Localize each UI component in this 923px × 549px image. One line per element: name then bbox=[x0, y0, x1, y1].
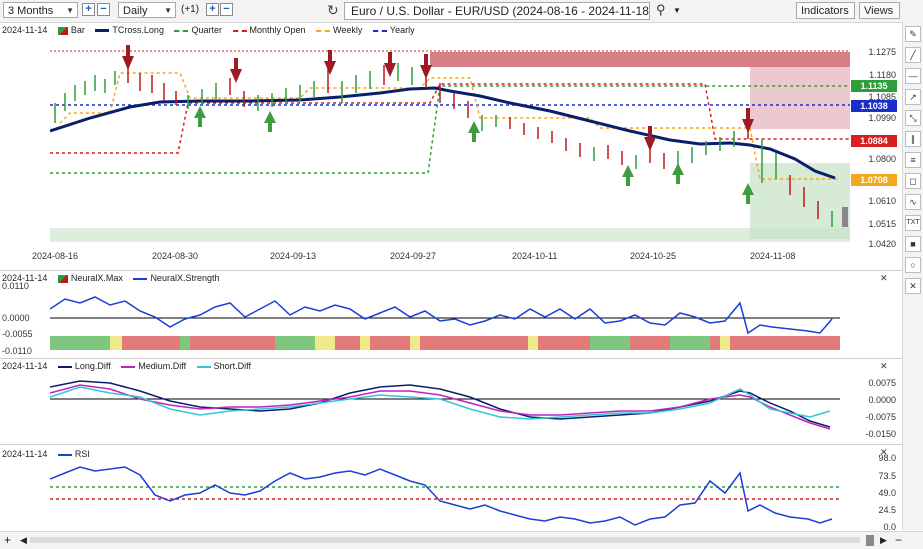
close-icon[interactable]: ✕ bbox=[880, 447, 888, 457]
legend-rsi: RSI bbox=[57, 449, 90, 459]
remove-panel-icon[interactable]: − bbox=[895, 533, 903, 547]
callout-icon[interactable]: ◻ bbox=[905, 173, 921, 189]
line-icon[interactable]: ╱ bbox=[905, 47, 921, 63]
neural-date: 2024-11-14 bbox=[2, 273, 48, 283]
pencil-icon[interactable]: ✎ bbox=[905, 26, 921, 42]
x-label: 2024-09-27 bbox=[390, 251, 437, 261]
close-icon[interactable]: ✕ bbox=[905, 278, 921, 294]
neural-legend: 2024-11-14 NeuralX.Max NeuralX.Strength bbox=[2, 273, 227, 287]
scroll-track[interactable] bbox=[30, 537, 860, 543]
refresh-icon[interactable]: ↻ bbox=[327, 2, 339, 18]
views-button[interactable]: Views ▼ bbox=[859, 2, 900, 32]
interval-select[interactable]: Daily ▼ bbox=[118, 2, 176, 18]
weekly-price-tag: 1.0708 bbox=[851, 174, 897, 186]
chevron-down-icon: ▼ bbox=[66, 6, 74, 15]
quarter-price-tag: 1.1135 bbox=[851, 80, 897, 92]
scroll-thumb[interactable] bbox=[866, 535, 874, 546]
max-swatch-icon bbox=[57, 274, 68, 283]
legend-weekly: Weekly bbox=[316, 25, 362, 35]
legend-medium-diff: Medium.Diff bbox=[121, 361, 186, 371]
price-panel[interactable]: 2024-11-14 Bar TCross.Long Quarter Month… bbox=[0, 23, 902, 269]
step-plus-button[interactable]: + bbox=[206, 3, 219, 16]
step-label: (+1) bbox=[181, 4, 200, 15]
monthly-price-tag: 1.0884 bbox=[851, 135, 897, 147]
chevron-down-icon: ▼ bbox=[164, 6, 172, 15]
neural-chart[interactable] bbox=[50, 281, 850, 355]
add-panel-icon[interactable]: + bbox=[4, 533, 12, 547]
rect-icon[interactable]: ■ bbox=[905, 236, 921, 252]
circle-icon[interactable]: ○ bbox=[905, 257, 921, 273]
legend-bar: Bar bbox=[57, 25, 85, 35]
arrow-icon[interactable]: ↗ bbox=[905, 89, 921, 105]
diff-axis: 0.0075 0.0000 -0.0075 -0.0150 bbox=[865, 378, 896, 439]
legend-neural-max: NeuralX.Max bbox=[57, 273, 123, 283]
neural-panel[interactable]: 2024-11-14 NeuralX.Max NeuralX.Strength … bbox=[0, 270, 902, 357]
legend-neural-strength: NeuralX.Strength bbox=[133, 273, 219, 283]
step-minus-button[interactable]: − bbox=[220, 3, 233, 16]
indicators-label: Indicators bbox=[801, 5, 849, 17]
close-icon[interactable]: ✕ bbox=[880, 361, 888, 371]
interval-value: Daily bbox=[123, 5, 148, 17]
range-value: 3 Months bbox=[8, 5, 54, 17]
rsi-panel[interactable]: 2024-11-14 RSI ✕ 98.0 73.5 49.0 24.5 0.0 bbox=[0, 444, 902, 532]
legend-quarter: Quarter bbox=[174, 25, 222, 35]
x-label: 2024-10-25 bbox=[630, 251, 677, 261]
drawing-toolbar: ✎ ╱ — ↗ ⤡ ∥ ≡ ◻ ∿ TXT ■ ○ ✕ bbox=[902, 22, 923, 530]
curve-icon[interactable]: ∿ bbox=[905, 194, 921, 210]
range-select[interactable]: 3 Months ▼ bbox=[3, 2, 78, 18]
zoom-in-button[interactable]: + bbox=[82, 3, 95, 16]
zoom-out-button[interactable]: − bbox=[97, 3, 110, 16]
views-label: Views bbox=[864, 5, 894, 17]
indicators-button[interactable]: Indicators ▼ bbox=[796, 2, 855, 32]
x-label: 2024-08-16 bbox=[32, 251, 79, 261]
legend-monthly-open: Monthly Open bbox=[232, 25, 306, 35]
rsi-axis: 98.0 73.5 49.0 24.5 0.0 bbox=[878, 453, 896, 532]
price-chart[interactable] bbox=[50, 23, 850, 269]
legend-short-diff: Short.Diff bbox=[196, 361, 251, 371]
x-label: 2024-08-30 bbox=[152, 251, 199, 261]
scroll-left-icon[interactable]: ◀ bbox=[20, 535, 27, 545]
search-icon[interactable]: ⚲ bbox=[656, 2, 666, 17]
rsi-legend: 2024-11-14 RSI bbox=[2, 449, 98, 463]
x-label: 2024-09-13 bbox=[270, 251, 317, 261]
legend-long-diff: Long.Diff bbox=[57, 361, 111, 371]
channel-icon[interactable]: ∥ bbox=[905, 131, 921, 147]
legend-tcross: TCross.Long bbox=[95, 25, 164, 35]
x-label: 2024-10-11 bbox=[512, 251, 558, 261]
diff-chart[interactable] bbox=[50, 369, 850, 443]
legend-date: 2024-11-14 bbox=[2, 25, 48, 35]
price-legend: 2024-11-14 Bar TCross.Long Quarter Month… bbox=[2, 25, 423, 39]
yearly-price-tag: 1.1038 bbox=[851, 100, 897, 112]
symbol-title[interactable]: Euro / U.S. Dollar - EUR/USD (2024-08-16… bbox=[344, 2, 650, 20]
scroll-right-icon[interactable]: ▶ bbox=[880, 535, 887, 545]
diff-legend: 2024-11-14 Long.Diff Medium.Diff Short.D… bbox=[2, 361, 259, 375]
text-icon[interactable]: TXT bbox=[905, 215, 921, 231]
chevron-down-icon[interactable]: ▼ bbox=[673, 6, 681, 15]
top-toolbar: 3 Months ▼ + − Daily ▼ (+1) + − ↻ Euro / U… bbox=[0, 0, 923, 32]
x-label: 2024-11-08 bbox=[750, 251, 796, 261]
diff-panel[interactable]: 2024-11-14 Long.Diff Medium.Diff Short.D… bbox=[0, 358, 902, 443]
close-icon[interactable]: ✕ bbox=[880, 273, 888, 283]
bar-swatch-icon bbox=[57, 26, 68, 35]
legend-yearly: Yearly bbox=[372, 25, 415, 35]
price-axis: 1.1275 1.1180 1.1085 1.0990 1.0800 1.061… bbox=[868, 47, 896, 249]
scroll-bar[interactable]: + ◀ ▶ − bbox=[0, 531, 923, 549]
diff-date: 2024-11-14 bbox=[2, 361, 48, 371]
hline-icon[interactable]: — bbox=[905, 68, 921, 84]
rsi-date: 2024-11-14 bbox=[2, 449, 48, 459]
neural-axis bbox=[852, 271, 900, 357]
measure-icon[interactable]: ⤡ bbox=[905, 110, 921, 126]
rsi-chart[interactable] bbox=[50, 453, 850, 531]
fib-icon[interactable]: ≡ bbox=[905, 152, 921, 168]
